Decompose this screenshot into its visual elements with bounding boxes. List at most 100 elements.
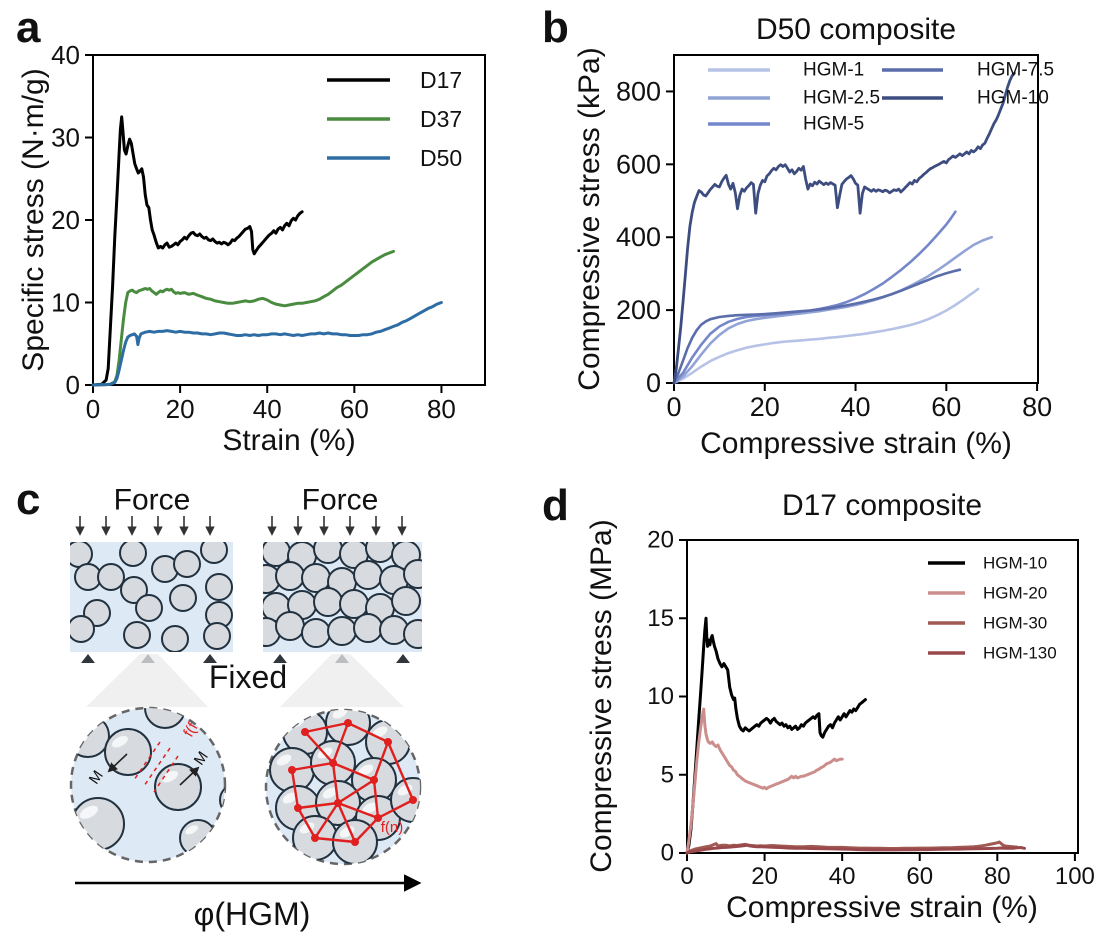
panel-b-title: D50 composite (755, 13, 957, 46)
hgm-sphere (71, 797, 125, 851)
legend-label-HGM-130: HGM-130 (983, 644, 1057, 663)
x-tick-label: 20 (750, 392, 780, 422)
legend-label-D50: D50 (420, 145, 462, 171)
force-network-edge (372, 741, 390, 781)
panel-d-title: D17 composite (781, 489, 983, 522)
fixed-label: Fixed (209, 659, 287, 695)
sphere-highlight (73, 721, 88, 732)
fixed-support-icon (273, 654, 287, 663)
panel-b: b D50 composite Compressive stress (kPa)… (530, 0, 1096, 470)
force-network-node (384, 738, 392, 746)
series-HGM-20 (685, 707, 844, 855)
x-tick-label: 80 (984, 863, 1011, 890)
x-tick-label: 40 (841, 392, 871, 422)
panel-b-x-axis-title: Compressive strain (%) (700, 427, 1012, 460)
series-HGM-1 (672, 287, 980, 385)
force-network-edge (297, 801, 339, 810)
hgm-sphere (179, 819, 217, 857)
hgm-sphere (119, 542, 147, 567)
y-tick-label: 20 (647, 527, 674, 554)
x-tick-label: 0 (666, 392, 681, 422)
force-network-node (294, 804, 302, 812)
sphere-highlight (161, 770, 178, 783)
hgm-sphere (97, 563, 125, 591)
hgm-sphere (365, 542, 395, 563)
hgm-sphere (403, 559, 422, 589)
x-tick-label: 60 (340, 394, 369, 424)
force-network-node (374, 814, 382, 822)
legend-label-HGM-30: HGM-30 (983, 614, 1047, 633)
hgm-sphere (353, 560, 383, 590)
sphere-highlight (185, 825, 198, 835)
x-tick-label: 60 (906, 863, 933, 890)
sphere-highlight (358, 764, 374, 776)
magnifier-cone-right (280, 654, 404, 707)
panel-b-plot: 0 20 40 60 800200400600800HGM-1HGM-2.5HGM-5H… (616, 54, 1054, 422)
phi-hgm-label: φ(HGM) (194, 896, 311, 932)
series-HGM-130 (685, 843, 1026, 855)
series-HGM-10 (685, 616, 867, 855)
force-network-edge (332, 761, 375, 782)
legend-label-HGM-7.5: HGM-7.5 (977, 60, 1054, 81)
y-tick-label: 30 (51, 123, 80, 153)
force-network-node (311, 834, 319, 842)
force-network-edge (291, 761, 334, 772)
force-network-edge (377, 798, 414, 820)
panel-a-x-axis-title: Strain (%) (222, 424, 356, 457)
sphere-highlight (276, 754, 292, 766)
panel-d: d D17 composite Compressive stress (MPa)… (530, 470, 1096, 944)
x-tick-label: 40 (253, 394, 282, 424)
x-tick-label: 80 (427, 394, 456, 424)
force-network-node (370, 776, 378, 784)
y-tick-label: 10 (647, 683, 674, 710)
y-tick-label: 200 (616, 295, 661, 325)
panel-d-plot: 0 20 40 60 80 100 0 5 10 15 20 HGM-10 HGM-20 HGM-30 HG… (647, 527, 1095, 890)
force-network-node (288, 766, 296, 774)
x-tick-label: 80 (1022, 392, 1052, 422)
hgm-sphere (353, 613, 383, 643)
force-network-edge (314, 836, 356, 844)
sphere-highlight (111, 735, 128, 748)
legend-label-HGM-20: HGM-20 (983, 584, 1047, 603)
series-D37 (91, 249, 395, 387)
magnified-sparse-content: MMf(f) (71, 708, 225, 857)
force-label-left: Force (114, 484, 191, 517)
hgm-sphere (70, 615, 95, 643)
y-tick-label: 15 (647, 605, 674, 632)
panel-a-letter: a (16, 3, 41, 52)
sphere-highlight (79, 805, 98, 819)
panel-c-letter: c (16, 475, 41, 524)
hgm-sphere (301, 618, 331, 648)
hgm-sphere (200, 542, 228, 564)
force-network-edge (347, 721, 389, 744)
y-tick-label: 0 (661, 840, 674, 867)
hgm-sphere (161, 625, 189, 652)
force-network-edge (296, 807, 317, 839)
hgm-sphere (313, 587, 343, 617)
y-tick-label: 0 (646, 368, 661, 398)
hgm-sphere (403, 619, 422, 649)
x-tick-label: 20 (166, 394, 195, 424)
x-tick-label: 0 (86, 394, 100, 424)
hgm-sphere (144, 708, 186, 729)
hgm-sphere (313, 542, 343, 564)
hgm-sphere (205, 573, 233, 601)
force-network-edge (304, 721, 349, 734)
force-network-node (301, 728, 309, 736)
force-network-node (351, 838, 359, 846)
magnifier-cone-left (86, 654, 208, 707)
legend-label-D17: D17 (420, 67, 462, 93)
x-tick-label: 100 (1055, 863, 1095, 890)
force-network-node (334, 799, 342, 807)
force-network-node (409, 796, 417, 804)
panel-d-letter: d (542, 481, 569, 530)
force-network-node (329, 759, 337, 767)
sphere-highlight (322, 787, 338, 799)
y-tick-label: 800 (616, 76, 661, 106)
series-HGM-2.5 (672, 235, 994, 385)
dense-spheres (263, 542, 422, 649)
y-tick-label: 600 (616, 149, 661, 179)
x-tick-label: 0 (680, 863, 693, 890)
